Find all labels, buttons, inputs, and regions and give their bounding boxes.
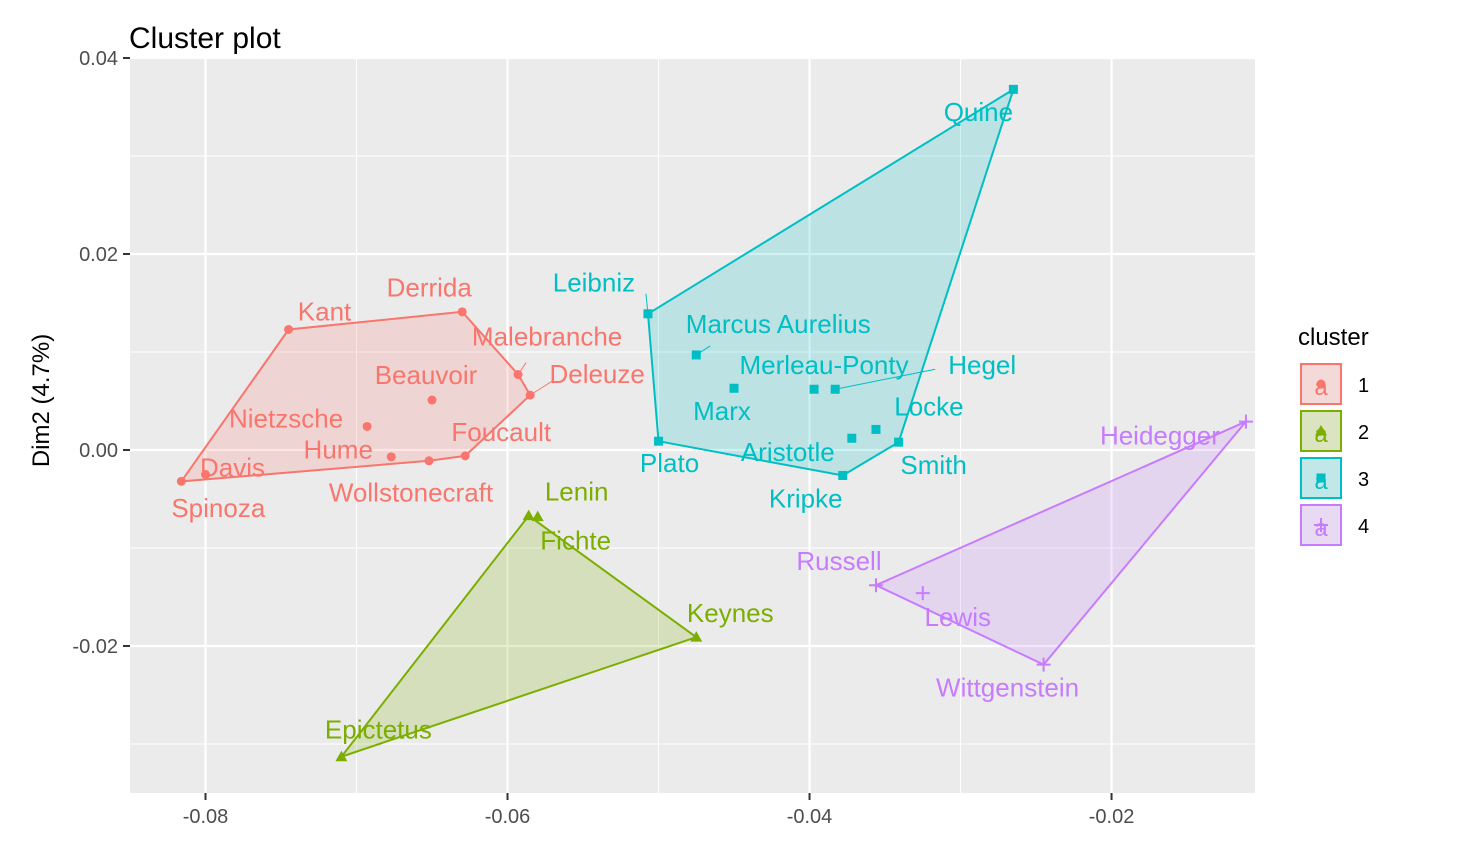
panel-background — [130, 58, 1255, 793]
x-tick-label: -0.08 — [183, 806, 229, 828]
cluster-1-point — [176, 476, 186, 486]
point-label: Leibniz — [553, 268, 635, 298]
y-tick-label: 0.00 — [79, 440, 118, 462]
chart-title: Cluster plot — [129, 22, 281, 55]
cluster-3-point — [809, 384, 819, 394]
cluster-1-point — [427, 395, 437, 405]
cluster-2-point — [690, 631, 703, 642]
cluster-3-point — [1008, 84, 1018, 94]
cluster-3-point — [847, 433, 857, 443]
point-label: Merleau-Ponty — [740, 350, 909, 380]
cluster-4-point — [1036, 657, 1051, 672]
legend-key-glyph: a — [1314, 515, 1328, 542]
legend-key-glyph: a — [1314, 421, 1328, 448]
point-label: Deleuze — [549, 359, 644, 389]
cluster-2-point — [522, 509, 535, 521]
legend-entry-label: 4 — [1358, 516, 1369, 538]
label-leader-line — [645, 293, 649, 314]
cluster-2-point — [531, 510, 544, 522]
cluster-3-point — [871, 424, 881, 434]
point-label: Wittgenstein — [936, 672, 1079, 702]
x-tick-label: -0.04 — [787, 806, 833, 828]
cluster-1-point — [201, 470, 211, 479]
point-label: Kripke — [769, 483, 843, 513]
y-axis-label: Dim2 (4.7%) — [28, 334, 55, 467]
legend-entry-label: 2 — [1358, 422, 1369, 444]
point-label: Epictetus — [325, 715, 432, 745]
legend-entry-label: 3 — [1358, 469, 1369, 491]
cluster-4-hull — [873, 420, 1247, 666]
point-label: Foucault — [451, 417, 551, 447]
point-label: Spinoza — [171, 493, 265, 523]
cluster-2-hull — [338, 514, 699, 759]
label-leader-line — [696, 345, 711, 356]
cluster-1-hull — [179, 310, 532, 483]
legend-key-marker — [1316, 379, 1326, 389]
point-label: Aristotle — [741, 437, 835, 467]
point-label: Quine — [944, 97, 1013, 127]
cluster-1-point — [284, 324, 294, 334]
cluster-1-point — [362, 421, 372, 431]
x-tick-label: -0.06 — [485, 806, 531, 828]
cluster-3-point — [654, 436, 664, 446]
grid-lines — [130, 56, 1255, 793]
cluster-1-point — [386, 452, 396, 462]
point-label: Marcus Aurelius — [686, 309, 871, 339]
y-tick-label: 0.02 — [79, 244, 118, 266]
point-label: Plato — [640, 448, 699, 478]
point-label: Hegel — [948, 350, 1016, 380]
legend: cluster a 1 a 2 a 3 a 4 — [1298, 324, 1369, 546]
point-label: Beauvoir — [375, 360, 478, 390]
y-tick-label: 0.04 — [79, 48, 118, 70]
cluster-1-point — [460, 451, 470, 461]
cluster-3-point — [729, 383, 739, 393]
point-label: Hume — [304, 435, 373, 465]
legend-key-glyph: a — [1314, 468, 1328, 495]
label-leader-line — [835, 368, 936, 390]
cluster-3-point — [894, 437, 904, 447]
point-label: Lewis — [925, 602, 991, 632]
legend-title: cluster — [1298, 324, 1369, 351]
cluster-3-hull — [646, 87, 1016, 477]
point-labels: Kant Derrida Malebranche Deleuze Beauvoir Nie… — [171, 97, 1220, 744]
point-label: Fichte — [540, 526, 611, 556]
cluster-hulls — [179, 87, 1247, 759]
point-label: Nietzsche — [229, 403, 343, 433]
axes: -0.08 -0.06 -0.04 -0.02 -0.02 0.00 0.02 0.04 Dim… — [28, 48, 1134, 828]
point-label: Marx — [693, 396, 751, 426]
legend-key-swatch — [1300, 410, 1342, 452]
legend-entry-label: 1 — [1358, 375, 1369, 397]
cluster-4-point — [915, 586, 930, 601]
point-label: Kant — [298, 296, 352, 326]
point-label: Locke — [894, 391, 963, 421]
cluster-3-point — [838, 470, 848, 480]
point-label: Russell — [796, 546, 881, 576]
label-leader-line — [517, 362, 527, 375]
point-label: Smith — [900, 450, 966, 480]
legend-key-marker — [1315, 425, 1327, 436]
point-label: Wollstonecraft — [329, 478, 494, 508]
legend-key-glyph: a — [1314, 374, 1328, 401]
cluster-4-point — [1238, 414, 1253, 429]
point-label: Malebranche — [472, 321, 622, 351]
point-label: Davis — [200, 452, 265, 482]
legend-key-marker — [1316, 473, 1326, 483]
legend-key-swatch — [1300, 363, 1342, 405]
point-label: Keynes — [687, 598, 774, 628]
x-tick-label: -0.02 — [1089, 806, 1135, 828]
y-tick-label: -0.02 — [72, 636, 118, 658]
label-leader-line — [529, 380, 553, 396]
plot-panel — [130, 58, 1255, 793]
cluster-4-point — [868, 578, 883, 593]
point-label: Derrida — [387, 273, 473, 303]
cluster-2-point — [335, 750, 348, 762]
point-label: Lenin — [545, 477, 609, 507]
cluster-1-point — [424, 456, 434, 466]
point-label: Heidegger — [1100, 420, 1220, 450]
legend-key-marker — [1314, 518, 1328, 532]
cluster-1-point — [457, 307, 467, 317]
